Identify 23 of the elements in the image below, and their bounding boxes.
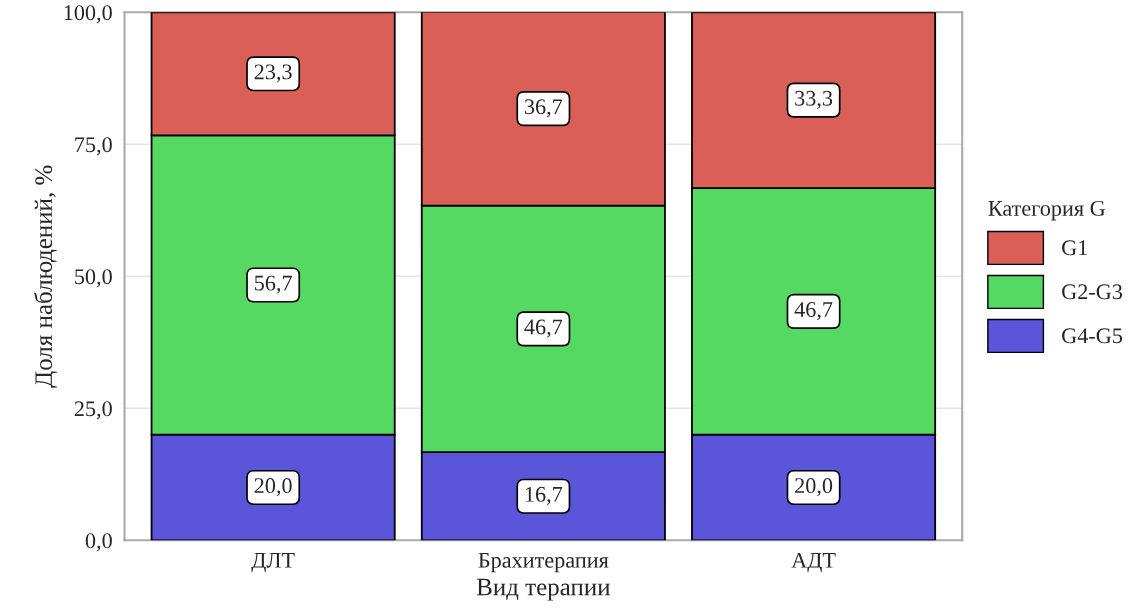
legend-title: Категория G xyxy=(988,200,1106,221)
data-label: 20,0 xyxy=(795,478,833,497)
x-axis-title: Вид терапии xyxy=(476,578,610,601)
data-label: 33,3 xyxy=(795,90,833,109)
x-tick-label: АДТ xyxy=(791,552,836,573)
legend-label: G1 xyxy=(1062,240,1087,256)
y-tick-label: 75,0 xyxy=(75,137,112,156)
y-tick-label: 25,0 xyxy=(74,401,112,420)
legend-label: G2-G3 xyxy=(1062,284,1123,300)
legend-label: G4-G5 xyxy=(1062,328,1123,344)
y-tick-label: 50,0 xyxy=(75,269,112,288)
data-label: 46,7 xyxy=(524,319,563,338)
data-label: 46,7 xyxy=(794,302,833,321)
y-tick-label: 100,0 xyxy=(64,5,112,24)
data-label: 16,7 xyxy=(525,486,563,505)
data-label: 20,0 xyxy=(254,478,292,497)
y-axis-title: Доля наблюдений, % xyxy=(33,165,58,388)
data-label: 23,3 xyxy=(254,64,292,83)
x-tick-label: ДЛТ xyxy=(251,552,295,573)
data-label: 36,7 xyxy=(524,99,563,118)
data-label: 56,7 xyxy=(254,275,292,294)
x-tick-label: Брахитерапия xyxy=(478,552,609,573)
y-tick-label: 0,0 xyxy=(85,533,112,552)
